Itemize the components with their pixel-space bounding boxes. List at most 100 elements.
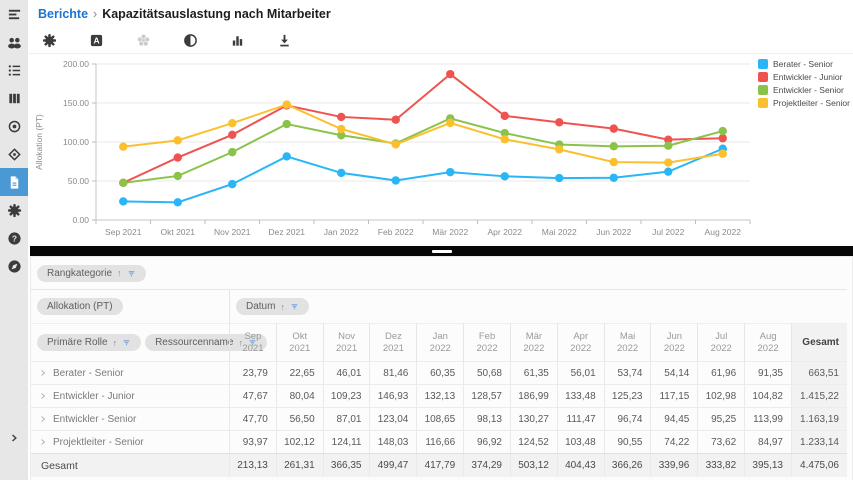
primaere-rolle-pill[interactable]: Primäre Rolle ↑ <box>37 334 142 351</box>
data-point[interactable] <box>446 167 455 177</box>
total-row-cell: 261,31 <box>275 453 323 477</box>
data-point[interactable] <box>337 131 346 140</box>
sidebar-item-board[interactable] <box>0 84 28 112</box>
data-point[interactable] <box>337 112 346 122</box>
data-point[interactable] <box>173 153 182 162</box>
data-point[interactable] <box>282 100 291 109</box>
data-point[interactable] <box>228 179 237 189</box>
sidebar-item-target[interactable] <box>0 112 28 140</box>
data-point[interactable] <box>500 111 509 121</box>
filter-icon[interactable] <box>127 269 136 278</box>
sidebar-item-widget[interactable] <box>0 140 28 168</box>
sidebar-item-explore[interactable] <box>0 252 28 280</box>
column-header[interactable]: Feb 2022 <box>463 323 510 361</box>
data-point[interactable] <box>664 158 673 167</box>
chart-settings-button[interactable] <box>40 32 58 50</box>
bar-chart-button[interactable] <box>228 32 246 50</box>
data-point[interactable] <box>446 118 455 128</box>
data-point[interactable] <box>500 128 509 138</box>
data-point[interactable] <box>718 149 727 158</box>
sort-ascending-icon[interactable]: ↑ <box>112 337 118 348</box>
breadcrumb-link-berichte[interactable]: Berichte <box>38 7 89 21</box>
data-point[interactable] <box>391 140 400 149</box>
column-header[interactable]: Jul 2022 <box>697 323 745 361</box>
column-header[interactable]: Mär 2022 <box>509 323 557 361</box>
download-button[interactable] <box>275 32 293 50</box>
legend-item[interactable]: Berater - Senior <box>757 59 850 69</box>
rangkategorie-pill[interactable]: Rangkategorie ↑ <box>37 264 146 282</box>
text-format-button[interactable] <box>87 32 105 50</box>
table-row-label[interactable]: Entwickler - Senior <box>31 407 229 430</box>
sort-ascending-icon[interactable]: ↑ <box>280 301 285 312</box>
sort-ascending-icon[interactable]: ↑ <box>117 268 122 278</box>
column-header[interactable]: Aug 2022 <box>744 323 791 361</box>
data-point[interactable] <box>173 171 182 181</box>
ressourcenname-pill[interactable]: Ressourcenname ↑ <box>145 334 267 351</box>
legend-item[interactable]: Entwickler - Junior <box>757 72 850 82</box>
sidebar-item-list[interactable] <box>0 56 28 84</box>
sidebar-item-help[interactable] <box>0 224 28 252</box>
legend-item[interactable]: Entwickler - Senior <box>757 85 850 95</box>
data-point[interactable] <box>609 142 618 151</box>
column-header[interactable]: Dez 2021 <box>369 323 417 361</box>
data-point[interactable] <box>718 126 727 136</box>
download-icon <box>277 33 292 48</box>
data-point[interactable] <box>555 145 564 154</box>
sidebar-item-users[interactable] <box>0 28 28 56</box>
column-header[interactable]: Okt 2021 <box>275 323 323 361</box>
data-point[interactable] <box>664 141 673 150</box>
sidebar-expand-button[interactable] <box>0 424 28 452</box>
data-point[interactable] <box>555 118 564 127</box>
expand-chevron-icon[interactable] <box>39 415 47 423</box>
data-point[interactable] <box>391 176 400 185</box>
sidebar-item-reports[interactable] <box>0 168 28 196</box>
table-row-label[interactable]: Projektleiter - Senior <box>31 430 229 453</box>
data-point[interactable] <box>282 152 291 161</box>
data-point[interactable] <box>119 142 128 151</box>
column-header[interactable]: Sep 2021 <box>229 323 276 361</box>
data-point[interactable] <box>609 173 618 182</box>
series-line <box>123 117 724 184</box>
data-point[interactable] <box>337 124 346 134</box>
data-point[interactable] <box>500 172 509 181</box>
data-point[interactable] <box>228 130 237 140</box>
allokation-pill[interactable]: Allokation (PT) <box>37 298 123 315</box>
data-point[interactable] <box>609 124 618 133</box>
data-point[interactable] <box>228 118 237 128</box>
datum-pill[interactable]: Datum ↑ <box>236 298 309 315</box>
chart-table-splitter[interactable] <box>30 246 853 256</box>
splitter-drag-handle[interactable] <box>431 249 452 253</box>
donut-chart-button[interactable] <box>181 32 199 50</box>
sidebar-item-menu[interactable] <box>0 0 28 28</box>
data-point[interactable] <box>228 147 237 157</box>
data-point[interactable] <box>391 115 400 124</box>
expand-chevron-icon[interactable] <box>39 369 47 377</box>
data-point[interactable] <box>446 69 455 79</box>
data-point[interactable] <box>173 198 182 207</box>
expand-chevron-icon[interactable] <box>39 438 47 446</box>
data-point[interactable] <box>555 173 564 183</box>
data-point[interactable] <box>609 157 618 167</box>
column-header[interactable]: Jun 2022 <box>650 323 698 361</box>
data-point[interactable] <box>664 167 673 176</box>
sidebar-item-settings[interactable] <box>0 196 28 224</box>
data-point[interactable] <box>282 119 291 129</box>
data-point[interactable] <box>173 136 182 145</box>
column-header[interactable]: Apr 2022 <box>556 323 604 361</box>
sort-ascending-icon[interactable]: ↑ <box>238 337 243 348</box>
column-header[interactable]: Nov 2021 <box>322 323 370 361</box>
column-header[interactable]: Jan 2022 <box>416 323 464 361</box>
data-point[interactable] <box>119 197 128 206</box>
filter-icon[interactable] <box>122 338 131 347</box>
data-point[interactable] <box>337 168 346 178</box>
data-point[interactable] <box>119 178 128 187</box>
expand-chevron-icon[interactable] <box>39 392 47 400</box>
data-point[interactable] <box>664 135 673 144</box>
data-point[interactable] <box>500 135 509 144</box>
column-header[interactable]: Mai 2022 <box>603 323 651 361</box>
legend-item[interactable]: Projektleiter - Senior <box>757 98 850 108</box>
table-row-label[interactable]: Entwickler - Junior <box>31 384 229 407</box>
filter-icon[interactable] <box>290 302 299 311</box>
table-row-label[interactable]: Berater - Senior <box>31 361 229 384</box>
data-point[interactable] <box>718 134 727 143</box>
